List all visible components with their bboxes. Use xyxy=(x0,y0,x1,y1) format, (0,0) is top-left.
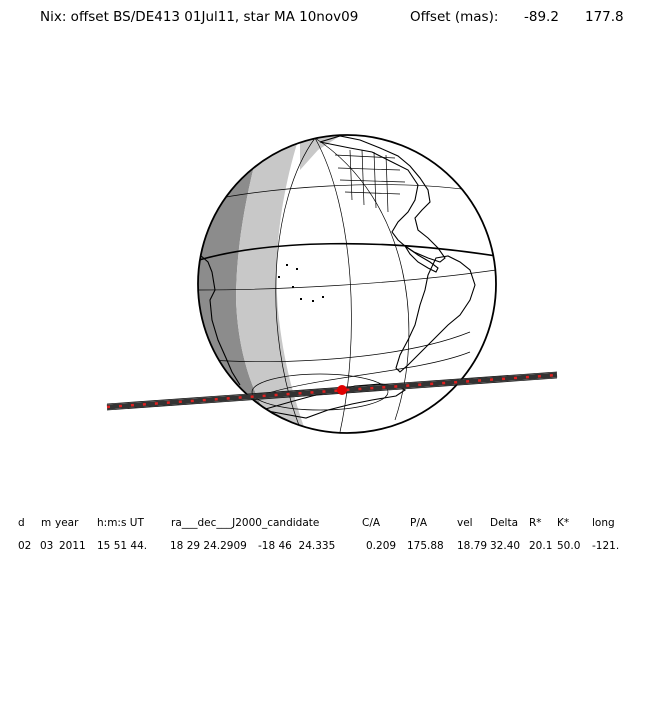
col-pa: P/A xyxy=(410,517,428,529)
offset-label: Offset (mas): xyxy=(410,9,499,25)
closest-approach-marker xyxy=(337,385,347,395)
col-year: year xyxy=(55,517,79,529)
event-label: Nix: offset BS/DE413 01Jul11, star MA 10… xyxy=(40,9,359,25)
val-ca: 0.209 xyxy=(366,540,397,552)
antarctic-circle xyxy=(251,373,389,411)
val-vel: 18.79 xyxy=(457,540,488,552)
occultation-track xyxy=(106,372,558,410)
offset-ra: -89.2 xyxy=(524,9,559,25)
col-kstar: K* xyxy=(557,517,570,529)
val-m: 03 xyxy=(40,540,54,552)
val-year: 2011 xyxy=(59,540,86,552)
occultation-track-edge-north xyxy=(106,371,558,405)
val-kstar: 50.0 xyxy=(557,540,581,552)
west-limb-coast xyxy=(199,254,241,386)
col-long: long xyxy=(592,517,615,529)
col-vel: vel xyxy=(457,517,473,529)
col-delta: Delta xyxy=(490,517,519,529)
twilight-region xyxy=(236,135,305,430)
plot-title: Nix: offset BS/DE413 01Jul11, star MA 10… xyxy=(0,9,646,29)
parallels xyxy=(198,184,496,396)
north-america xyxy=(319,135,446,263)
globe-map xyxy=(106,134,558,434)
val-ut: 15 51 44. xyxy=(97,540,148,552)
us-states xyxy=(334,149,406,213)
central-america xyxy=(404,245,439,273)
val-d: 02 xyxy=(18,540,32,552)
col-d: d xyxy=(18,517,25,529)
val-long: -121. xyxy=(592,540,620,552)
occultation-track-edge-south xyxy=(106,377,558,411)
twilight-arctic xyxy=(300,135,340,170)
col-ca: C/A xyxy=(362,517,381,529)
col-rstar: R* xyxy=(529,517,542,529)
col-ut: h:m:s UT xyxy=(97,517,144,529)
val-ra: 18 29 24.2909 xyxy=(170,540,247,552)
pacific-islands xyxy=(278,264,324,302)
val-rstar: 20.1 xyxy=(529,540,553,552)
col-radec: ra___dec___J2000_candidate xyxy=(171,517,320,529)
val-delta: 32.40 xyxy=(490,540,521,552)
south-america xyxy=(395,255,476,373)
val-pa: 175.88 xyxy=(407,540,444,552)
col-m: m xyxy=(41,517,52,529)
data-table-header: d m year h:m:s UT ra___dec___J2000_candi… xyxy=(0,517,646,533)
val-dec: -18 46 24.335 xyxy=(258,540,336,552)
equator xyxy=(198,242,496,261)
data-table-values: 02 03 2011 15 51 44. 18 29 24.2909 -18 4… xyxy=(0,540,646,556)
offset-dec: 177.8 xyxy=(585,9,624,25)
globe-outline xyxy=(197,134,497,434)
